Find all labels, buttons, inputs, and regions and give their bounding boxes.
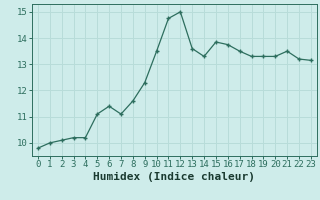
X-axis label: Humidex (Indice chaleur): Humidex (Indice chaleur) — [93, 172, 255, 182]
